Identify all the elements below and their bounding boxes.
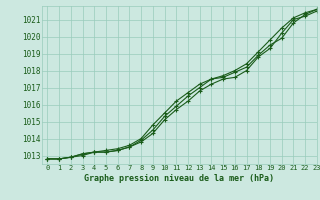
X-axis label: Graphe pression niveau de la mer (hPa): Graphe pression niveau de la mer (hPa) — [84, 174, 274, 183]
